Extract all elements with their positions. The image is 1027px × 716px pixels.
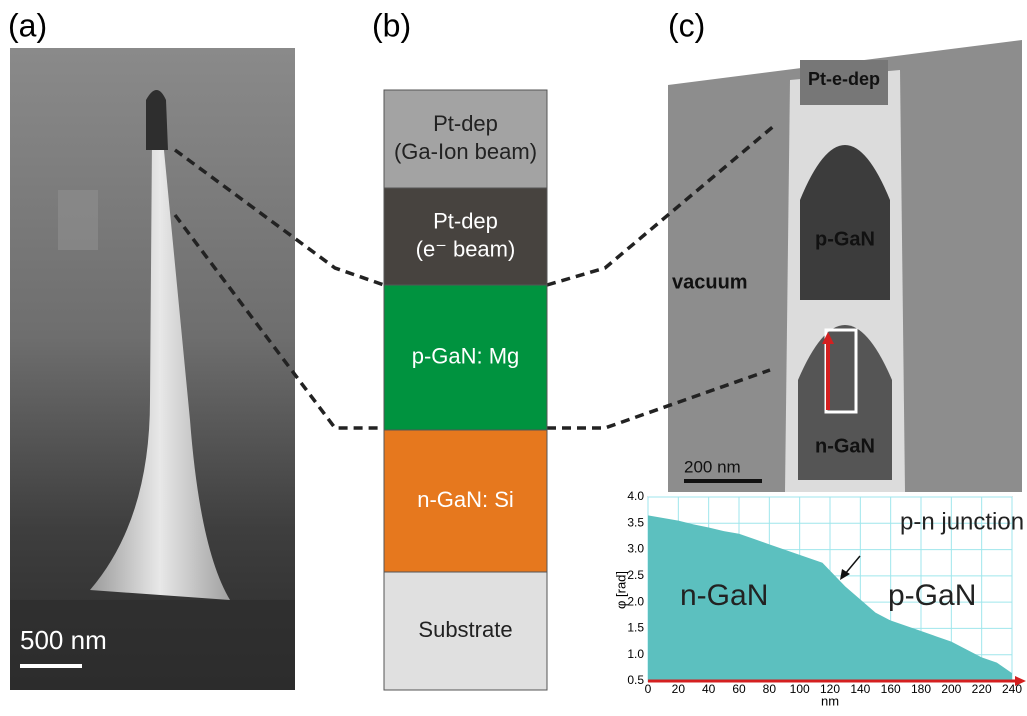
- nanowire-tip: [146, 90, 168, 150]
- x-tick-label: 180: [911, 682, 931, 696]
- tem-label: p-GaN: [815, 228, 875, 250]
- x-tick-label: 80: [763, 682, 777, 696]
- layer-label: Substrate: [418, 617, 512, 642]
- layer-label: (e⁻ beam): [416, 236, 516, 261]
- y-tick-label: 1.0: [627, 647, 644, 661]
- panel-label: (a): [8, 7, 47, 43]
- scale-bar: [20, 664, 82, 668]
- layer-label: n-GaN: Si: [417, 487, 514, 512]
- x-tick-label: 240: [1002, 682, 1022, 696]
- tem-label: vacuum: [672, 271, 748, 293]
- x-tick-label: 200: [941, 682, 961, 696]
- panel-label: (c): [668, 7, 705, 43]
- layer-label: p-GaN: Mg: [412, 343, 520, 368]
- x-axis-label: nm: [821, 693, 839, 708]
- y-tick-label: 4.0: [627, 489, 644, 503]
- x-tick-label: 60: [732, 682, 746, 696]
- figure: 500 nm (a) (b) (c) Pt-e-dep p-GaN vacuum…: [0, 0, 1027, 711]
- x-tick-label: 160: [881, 682, 901, 696]
- sem-feature: [58, 190, 98, 250]
- scale-label: 500 nm: [20, 625, 107, 655]
- panel-label: (b): [372, 7, 411, 43]
- x-tick-label: 20: [672, 682, 686, 696]
- x-tick-label: 40: [702, 682, 716, 696]
- y-tick-label: 2.5: [627, 568, 644, 582]
- x-tick-label: 140: [850, 682, 870, 696]
- layer-label: (Ga-Ion beam): [394, 139, 537, 164]
- tem-label: Pt-e-dep: [808, 69, 880, 89]
- y-tick-label: 3.5: [627, 515, 644, 529]
- y-tick-label: 0.5: [627, 673, 644, 687]
- tem-label: n-GaN: [815, 435, 875, 457]
- y-axis-label: φ [rad]: [613, 571, 628, 609]
- scale-label: 200 nm: [684, 457, 741, 476]
- y-tick-label: 2.0: [627, 594, 644, 608]
- layer-label: Pt-dep: [433, 111, 498, 136]
- x-tick-label: 0: [645, 682, 652, 696]
- scale-bar: [684, 479, 762, 483]
- annotation: p-GaN: [888, 579, 976, 612]
- x-tick-label: 100: [790, 682, 810, 696]
- y-tick-label: 1.5: [627, 621, 644, 635]
- annotation: n-GaN: [680, 579, 768, 612]
- layer-stack: Pt-dep (Ga-Ion beam) Pt-dep (e⁻ beam) p-GaN:…: [384, 90, 547, 690]
- layer-label: Pt-dep: [433, 208, 498, 233]
- y-tick-label: 3.0: [627, 542, 644, 556]
- x-tick-label: 220: [972, 682, 992, 696]
- annotation: p-n junction: [900, 508, 1024, 535]
